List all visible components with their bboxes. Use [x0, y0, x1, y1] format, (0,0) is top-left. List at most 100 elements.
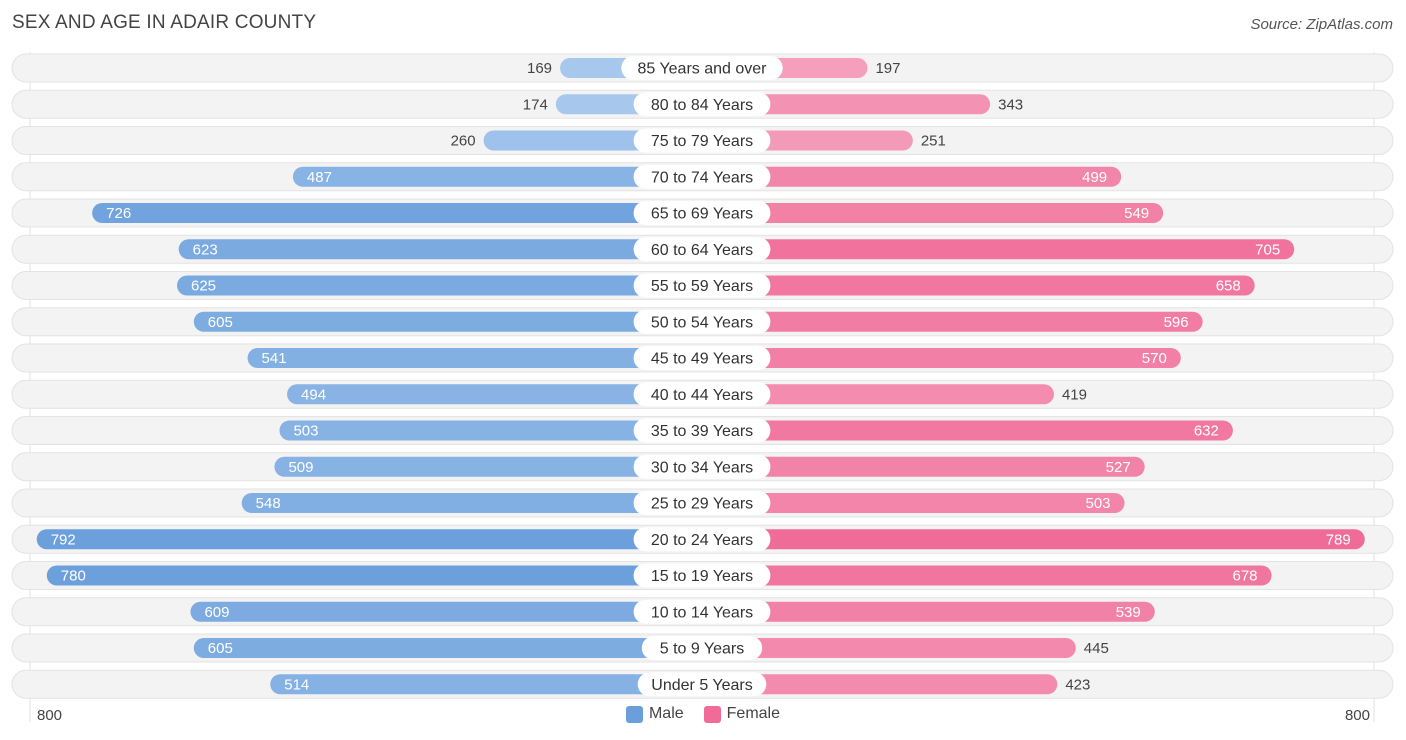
value-label-female: 539	[1116, 604, 1141, 621]
bar-male[interactable]	[190, 601, 702, 622]
value-label-male: 623	[193, 241, 218, 258]
value-label-female: 678	[1232, 568, 1257, 585]
axis-label-right: 800	[1344, 707, 1370, 724]
value-label-female: 527	[1106, 459, 1131, 476]
value-label-female: 251	[921, 133, 946, 150]
legend-swatch-male	[625, 705, 643, 723]
category-label: 60 to 64 Years	[651, 242, 753, 259]
bar-female[interactable]	[702, 166, 1122, 187]
value-label-female: 596	[1164, 314, 1189, 331]
chart-title: SEX AND AGE IN ADAIR COUNTY	[12, 12, 317, 33]
value-label-female: 343	[998, 96, 1023, 113]
legend-label-male: Male	[648, 705, 684, 722]
value-label-female: 549	[1124, 205, 1149, 222]
category-pill	[633, 309, 771, 334]
legend-label-female: Female	[726, 705, 781, 722]
category-label: 25 to 29 Years	[651, 496, 753, 513]
value-label-male: 548	[256, 495, 281, 512]
category-pill	[633, 164, 771, 189]
category-label: 15 to 19 Years	[651, 568, 753, 585]
category-pill	[633, 527, 771, 552]
value-label-male: 494	[301, 386, 326, 403]
legend-item-male[interactable]: Male	[625, 705, 684, 723]
category-pill	[633, 273, 771, 298]
bar-male[interactable]	[46, 565, 703, 586]
bar-female[interactable]	[702, 420, 1233, 441]
bar-male[interactable]	[36, 529, 703, 550]
bar-male[interactable]	[274, 456, 702, 477]
bar-female[interactable]	[702, 456, 1145, 477]
category-label: 75 to 79 Years	[651, 133, 753, 150]
bar-female[interactable]	[702, 239, 1295, 260]
category-label: Under 5 Years	[651, 677, 752, 694]
value-label-male: 726	[106, 205, 131, 222]
source-note: Source: ZipAtlas.com	[1250, 16, 1393, 33]
bar-female[interactable]	[702, 275, 1255, 296]
value-label-female: 197	[875, 60, 900, 77]
value-label-female: 658	[1216, 278, 1241, 295]
value-label-male: 503	[293, 423, 318, 440]
bar-male[interactable]	[292, 166, 702, 187]
category-pill	[633, 382, 771, 407]
bar-male[interactable]	[241, 493, 702, 513]
value-label-male: 541	[262, 350, 287, 367]
category-pill	[633, 418, 771, 443]
category-label: 5 to 9 Years	[660, 641, 745, 658]
category-label: 45 to 49 Years	[651, 351, 753, 368]
bar-female[interactable]	[702, 348, 1181, 368]
bar-female[interactable]	[702, 601, 1155, 622]
value-label-male: 792	[51, 531, 76, 548]
value-label-female: 419	[1062, 386, 1087, 403]
value-label-female: 570	[1142, 350, 1167, 367]
value-label-male: 605	[208, 314, 233, 331]
category-label: 20 to 24 Years	[651, 532, 753, 549]
value-label-female: 445	[1084, 640, 1109, 657]
bar-male[interactable]	[177, 275, 702, 296]
value-label-male: 605	[208, 640, 233, 657]
bar-female[interactable]	[702, 94, 991, 115]
value-label-female: 499	[1082, 169, 1107, 186]
bar-male[interactable]	[270, 674, 702, 695]
bar-female[interactable]	[702, 384, 1054, 405]
bar-male[interactable]	[287, 384, 702, 405]
category-label: 80 to 84 Years	[651, 97, 753, 114]
category-label: 40 to 44 Years	[651, 387, 753, 404]
bar-male[interactable]	[178, 239, 702, 260]
category-label: 10 to 14 Years	[651, 604, 753, 621]
bar-female[interactable]	[702, 493, 1125, 513]
bar-female[interactable]	[702, 311, 1203, 332]
category-label: 55 to 59 Years	[651, 278, 753, 295]
bar-female[interactable]	[702, 565, 1272, 586]
category-pill	[637, 672, 767, 697]
value-label-female: 503	[1085, 495, 1110, 512]
value-label-male: 609	[204, 604, 229, 621]
value-label-male: 625	[191, 278, 216, 295]
category-pill	[633, 491, 771, 515]
axis-label-left: 800	[37, 707, 63, 724]
bar-female[interactable]	[702, 674, 1058, 695]
bar-male[interactable]	[279, 420, 702, 441]
bar-female[interactable]	[702, 638, 1076, 658]
bar-male[interactable]	[193, 638, 703, 658]
category-pill	[621, 56, 783, 80]
value-label-male: 487	[307, 169, 332, 186]
category-pill	[633, 346, 771, 370]
category-label: 85 Years and over	[638, 61, 768, 78]
value-label-male: 780	[61, 568, 86, 585]
category-label: 50 to 54 Years	[651, 314, 753, 331]
legend-swatch-female	[703, 705, 721, 723]
bar-female[interactable]	[702, 203, 1164, 223]
bar-female[interactable]	[702, 529, 1365, 550]
value-label-female: 632	[1194, 423, 1219, 440]
legend-item-female[interactable]: Female	[703, 705, 781, 723]
category-pill	[633, 92, 771, 117]
legend: Male Female	[0, 705, 1406, 723]
bar-male[interactable]	[247, 348, 702, 368]
bar-male[interactable]	[193, 311, 703, 332]
value-label-male: 509	[288, 459, 313, 476]
bar-male[interactable]	[92, 203, 702, 223]
category-pill	[633, 128, 771, 153]
value-label-male: 174	[523, 96, 548, 113]
category-label: 35 to 39 Years	[651, 423, 753, 440]
